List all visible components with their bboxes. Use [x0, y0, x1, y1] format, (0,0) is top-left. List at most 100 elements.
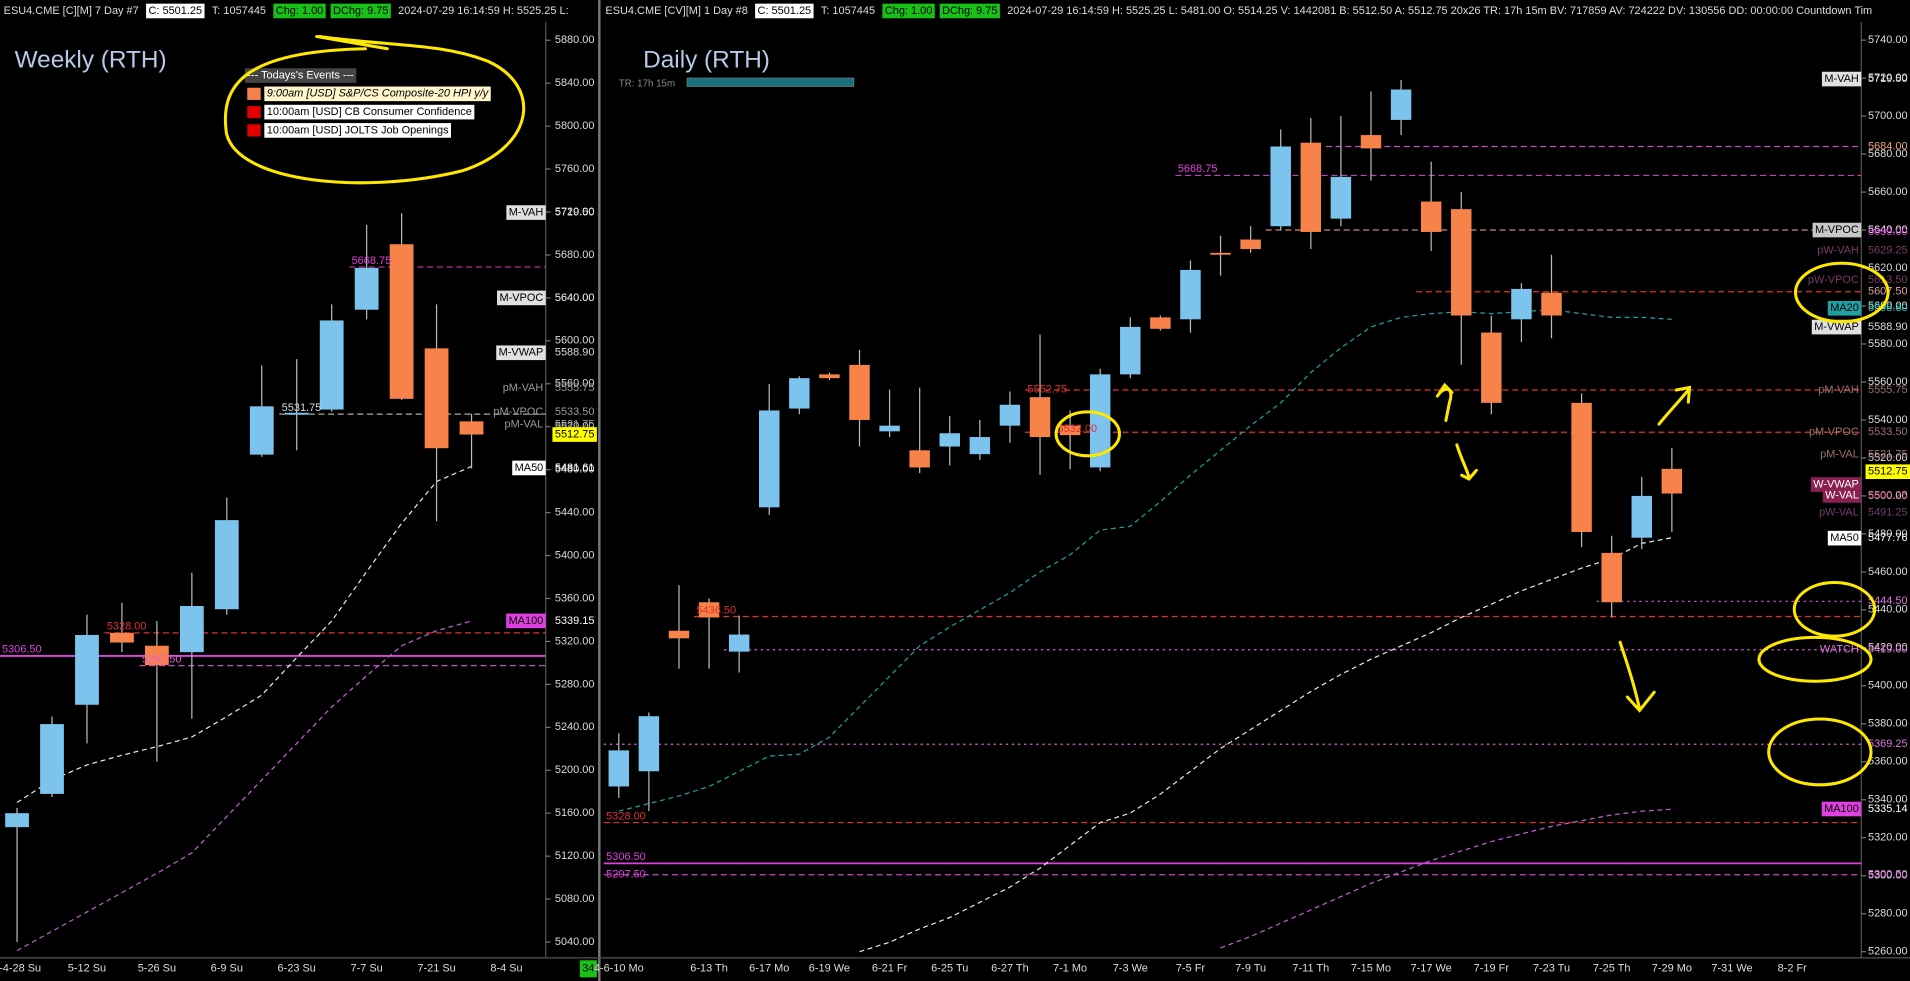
level-tag-box	[496, 345, 546, 361]
ma-line	[16, 620, 472, 952]
x-tick-label: 8-4 Su	[490, 963, 522, 975]
y-tick-label: 5540.00	[1868, 414, 1908, 426]
event-text-box	[264, 86, 491, 102]
candle-body	[110, 632, 134, 643]
y-tick-label: 5660.00	[1868, 186, 1908, 198]
y-tick-label: 5840.00	[555, 77, 595, 89]
candle-body	[1059, 425, 1081, 436]
y-tick-label: 5500.00	[1868, 490, 1908, 502]
candle-body	[939, 433, 960, 447]
y-tick-label: 5200.00	[555, 764, 595, 776]
event-marker	[247, 87, 261, 100]
circle-annotation	[223, 35, 526, 185]
level-tag-box	[512, 460, 546, 476]
y-tick-label: 5440.00	[555, 507, 595, 519]
level-price: 5639.00	[1868, 226, 1908, 238]
x-tick-label: 6-25 Tu	[931, 963, 968, 975]
x-tick-label: 7-7 Su	[351, 963, 383, 975]
level-price: 5369.25	[1868, 738, 1908, 750]
candle-body	[145, 645, 169, 666]
x-tick-label: 7-15 Mo	[1351, 963, 1391, 975]
level-tag: pM-VAH	[503, 382, 544, 394]
level-tag: MA100	[509, 615, 544, 627]
ma-line	[859, 537, 1672, 953]
level-tag-box	[497, 290, 546, 306]
y-tick-label: 5520.00	[1868, 452, 1908, 464]
y-tick-label: 5760.00	[555, 163, 595, 175]
header-field: ESU4.CME [CV][M] 1 Day #8	[605, 5, 747, 17]
y-tick-label: 5480.00	[555, 464, 595, 476]
level-label: 5306.50	[2, 644, 42, 656]
level-price: 5521.75	[1868, 448, 1908, 460]
header-field-box	[146, 3, 205, 19]
level-price: 5533.50	[1868, 426, 1908, 438]
y-tick-label: 5040.00	[555, 936, 595, 948]
x-tick-label: 6-19 We	[809, 963, 850, 975]
arrow-annotation	[1455, 443, 1478, 481]
x-tick-label: 7-21 Su	[417, 963, 455, 975]
x-tick-label: 5-12 Su	[68, 963, 106, 975]
y-tick-label: 5880.00	[555, 34, 595, 46]
y-tick-label: 5480.00	[1868, 528, 1908, 540]
level-tag: M-VAH	[509, 206, 544, 218]
candle-body	[1240, 239, 1261, 250]
candle-body	[284, 412, 309, 415]
y-tick-label: 5240.00	[555, 721, 595, 733]
level-label: 5668.75	[352, 255, 392, 267]
x-tick-label: 7-17 We	[1411, 963, 1452, 975]
x-tick-label: 7-31 We	[1711, 963, 1752, 975]
level-tag-box	[1827, 530, 1862, 546]
candle-body	[728, 634, 750, 652]
candle-body	[1120, 326, 1141, 375]
candle-body	[179, 606, 204, 653]
y-tick-label: 5340.00	[1868, 794, 1908, 806]
level-price: 5684.00	[1868, 140, 1908, 152]
level-tag-box	[1821, 801, 1862, 817]
y-tick-label: 5680.00	[1868, 148, 1908, 160]
y-tick-label: 5440.00	[1868, 604, 1908, 616]
y-tick-label: 5580.00	[1868, 338, 1908, 350]
candle-body	[1330, 176, 1352, 219]
bar-count: 34	[582, 963, 594, 975]
level-label: 5552.75	[1027, 384, 1067, 396]
level-tag: W-VWAP	[1813, 478, 1859, 490]
level-label: 5532.00	[1058, 423, 1098, 435]
candle-body	[1360, 135, 1382, 149]
level-tag: pM-VAH	[1818, 384, 1859, 396]
x-tick-label: 5-26 Su	[138, 963, 176, 975]
candle-body	[1481, 332, 1502, 403]
candle-body	[214, 520, 239, 610]
ma-line	[1220, 808, 1672, 949]
y-tick-label: 5720.00	[1868, 72, 1908, 84]
candle-body	[1270, 146, 1291, 227]
bar-count-box	[579, 960, 597, 978]
event-text-box	[264, 123, 451, 138]
header-field: Chg: 1.00	[276, 5, 323, 17]
candle-body	[75, 634, 99, 705]
candle-body	[698, 602, 720, 618]
x-tick-label: 4-4-28 Su	[0, 963, 41, 975]
candle-body	[969, 437, 991, 455]
header-field-box	[882, 3, 935, 19]
level-price: 5500.25	[1868, 489, 1908, 501]
x-tick-label: 7-29 Mo	[1652, 963, 1692, 975]
level-tag: MA50	[515, 462, 544, 474]
level-price: 5491.25	[1868, 506, 1908, 518]
level-tag-box	[1821, 71, 1862, 87]
level-price: 5512.75	[1868, 466, 1908, 478]
header-field: C: 5501.25	[149, 5, 203, 17]
y-tick-label: 5560.00	[1868, 376, 1908, 388]
candle-body	[389, 244, 414, 399]
level-tag: MA20	[1830, 302, 1859, 314]
x-tick-label: 6-21 Fr	[872, 963, 908, 975]
y-tick-label: 5120.00	[555, 850, 595, 862]
candle-body	[1631, 495, 1653, 538]
range-label: TR: 17h 15m	[619, 79, 675, 90]
candle-body	[1571, 402, 1592, 532]
level-price: 5481.61	[555, 462, 595, 474]
circle-annotation	[1767, 717, 1873, 787]
level-tag: pM-VAL	[505, 419, 544, 431]
level-price: 5719.50	[1868, 73, 1908, 85]
